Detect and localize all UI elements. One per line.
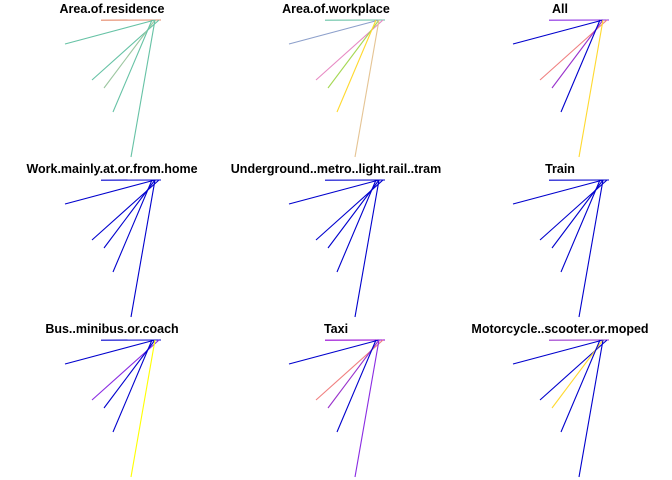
line-segment (327, 19, 380, 89)
line-segment (560, 19, 601, 113)
line-segment (288, 339, 380, 365)
line-segments (512, 19, 610, 158)
line-segment (336, 19, 377, 113)
line-segment (64, 19, 156, 45)
panel-title: Taxi (324, 322, 348, 336)
line-segment (578, 19, 604, 158)
line-segments (288, 339, 386, 478)
panel-title: All (552, 2, 568, 16)
panel-title: Work.mainly.at.or.from.home (26, 162, 197, 176)
line-segment (354, 19, 380, 158)
panel-title: Area.of.residence (60, 2, 165, 16)
panel: Area.of.residence (60, 2, 165, 158)
line-segment (130, 179, 156, 318)
line-segments (512, 339, 610, 478)
line-segment (103, 339, 156, 409)
line-segment (327, 179, 380, 249)
line-segments (64, 19, 162, 158)
panel: Area.of.workplace (282, 2, 390, 158)
panel-title: Train (545, 162, 575, 176)
line-segment (288, 179, 380, 205)
line-segments (64, 179, 162, 318)
line-segment (103, 179, 156, 249)
line-segment (112, 19, 153, 113)
line-segment (551, 19, 604, 89)
panel-title: Area.of.workplace (282, 2, 390, 16)
line-segment (539, 179, 608, 241)
line-segment (578, 339, 604, 478)
panel-title: Underground..metro..light.rail..tram (231, 162, 441, 176)
line-segment (91, 339, 160, 401)
line-segment (551, 339, 604, 409)
line-segment (336, 179, 377, 273)
panel: Work.mainly.at.or.from.home (26, 162, 198, 318)
panel: All (512, 2, 610, 158)
line-segment (64, 339, 156, 365)
line-segment (336, 339, 377, 433)
panel: Underground..metro..light.rail..tram (231, 162, 441, 318)
panel-title: Motorcycle..scooter.or.moped (471, 322, 648, 336)
line-segment (578, 179, 604, 318)
line-segment (130, 19, 156, 158)
line-segments (288, 179, 386, 318)
line-segment (103, 19, 156, 89)
panel: Bus..minibus.or.coach (45, 322, 179, 478)
panel: Motorcycle..scooter.or.moped (471, 322, 649, 478)
line-segment (91, 19, 160, 81)
line-segment (551, 179, 604, 249)
line-segment (315, 179, 384, 241)
line-segment (539, 339, 608, 401)
line-segment (315, 19, 384, 81)
line-segment (560, 179, 601, 273)
line-segment (64, 179, 156, 205)
line-segments (64, 339, 162, 478)
panel-title: Bus..minibus.or.coach (45, 322, 178, 336)
line-segment (512, 339, 604, 365)
line-segment (112, 179, 153, 273)
line-segment (327, 339, 380, 409)
line-segment (354, 179, 380, 318)
panel: Train (512, 162, 610, 318)
line-segment (539, 19, 608, 81)
line-segments (288, 19, 386, 158)
line-segment (512, 19, 604, 45)
line-segment (512, 179, 604, 205)
line-segment (560, 339, 601, 433)
line-segment (288, 19, 380, 45)
line-segment (130, 339, 156, 478)
line-segment (112, 339, 153, 433)
line-segment (315, 339, 384, 401)
line-segments (512, 179, 610, 318)
panel: Taxi (288, 322, 386, 478)
line-segment (354, 339, 380, 478)
line-segment (91, 179, 160, 241)
